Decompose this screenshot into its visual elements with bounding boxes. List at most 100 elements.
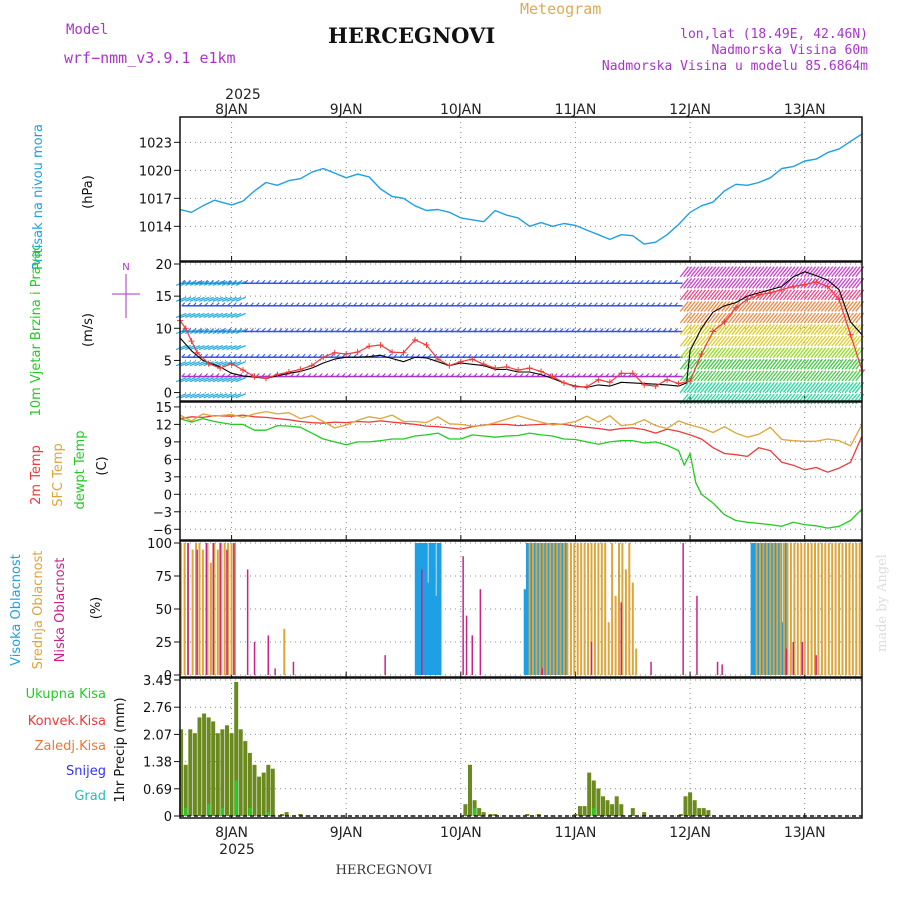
temperature-y-tick-label: −3 bbox=[153, 506, 172, 521]
wind-barb bbox=[175, 345, 187, 351]
wind-barb bbox=[810, 312, 820, 324]
wind-barb bbox=[710, 347, 720, 359]
wind-barb bbox=[686, 289, 696, 301]
wind-barb bbox=[559, 279, 564, 284]
wind-barb bbox=[690, 289, 700, 301]
wind-speed-marker bbox=[698, 351, 705, 357]
precip-axis-titles: 1hr Precip (mm) Ukupna Kisa Konvek.Kisa … bbox=[26, 687, 128, 804]
wind-barb bbox=[198, 345, 210, 351]
wind-barb bbox=[301, 353, 306, 358]
cloud-mid-bar bbox=[803, 543, 806, 675]
precip-convective-bar bbox=[207, 804, 211, 816]
wind-barb bbox=[496, 302, 501, 307]
wind-barb bbox=[416, 328, 421, 332]
cloud-low-bar bbox=[212, 543, 214, 675]
cloud-low-bar bbox=[465, 615, 468, 675]
pressure-y-tick-label: 1017 bbox=[139, 192, 172, 207]
wind-barb bbox=[779, 289, 789, 301]
wind-barb bbox=[324, 302, 329, 307]
wind-barb bbox=[834, 277, 844, 289]
cloud-mid-bar bbox=[827, 543, 830, 675]
precip-total-bar bbox=[220, 729, 225, 816]
wind-barb bbox=[848, 277, 858, 289]
wind-barb bbox=[769, 382, 779, 393]
wind-barb bbox=[180, 345, 191, 351]
wind-barb bbox=[762, 266, 772, 278]
wind-barb bbox=[530, 328, 535, 332]
wind-barb bbox=[639, 328, 644, 332]
wind-barb bbox=[359, 373, 363, 377]
wind-barb bbox=[662, 373, 667, 377]
cloud-mid-bar bbox=[776, 543, 779, 675]
wind-barb bbox=[588, 279, 592, 284]
wind-barb bbox=[217, 377, 228, 383]
cloud-low-bar bbox=[267, 635, 269, 675]
wind-barb bbox=[779, 301, 789, 312]
wind-barb bbox=[734, 277, 744, 289]
cloud-low-bar bbox=[196, 549, 198, 675]
wind-barb bbox=[530, 279, 535, 284]
wind-barb bbox=[782, 266, 793, 278]
cloud-low-bar bbox=[246, 569, 249, 675]
wind-barb bbox=[410, 328, 415, 332]
wind-barb bbox=[244, 279, 249, 284]
wind-axis-titles: 10m Vjetar Brzina i Pravac (m/s) N bbox=[29, 244, 140, 416]
model-elevation-label: Nadmorska Visina u modelu 85.6864m bbox=[602, 59, 868, 74]
wind-speed-marker bbox=[492, 365, 499, 372]
wind-barb bbox=[683, 289, 693, 301]
cloud-mid-bar bbox=[216, 549, 219, 675]
wind-barb bbox=[215, 373, 220, 377]
pressure-ylabel: Pritisak na nivou mora bbox=[31, 124, 46, 270]
wind-barb bbox=[588, 302, 592, 307]
wind-barb bbox=[810, 301, 820, 312]
wind-barb bbox=[221, 328, 233, 335]
cloud-mid-bar bbox=[600, 543, 603, 675]
wind-barb bbox=[703, 266, 713, 278]
wind-barb bbox=[779, 370, 789, 382]
wind-barb bbox=[776, 347, 786, 359]
wind-barb bbox=[565, 302, 570, 307]
cloud-mid-bar bbox=[618, 543, 620, 675]
precip-total-bar bbox=[630, 808, 635, 816]
wind-speed-marker bbox=[538, 368, 545, 375]
cloud-mid-bar bbox=[624, 569, 627, 675]
wind-barb bbox=[717, 289, 727, 301]
wind-barb bbox=[683, 382, 693, 393]
wind-speed-marker bbox=[583, 383, 590, 390]
wind-barb bbox=[185, 328, 196, 335]
wind-barb bbox=[267, 328, 272, 332]
cloud-low-bar bbox=[815, 655, 817, 675]
wind-barb bbox=[710, 358, 720, 370]
wind-barb bbox=[198, 296, 210, 302]
wind-barb bbox=[439, 328, 443, 332]
wind-barb bbox=[831, 370, 841, 382]
wind-speed-marker bbox=[297, 366, 304, 373]
wind-barb bbox=[203, 280, 214, 286]
cloud-mid-bar bbox=[762, 543, 765, 675]
wind-barb bbox=[779, 335, 789, 347]
wind-barb bbox=[831, 382, 841, 393]
precip-total-bar bbox=[587, 772, 592, 816]
wind-barb bbox=[765, 370, 775, 382]
wind-barb bbox=[370, 328, 375, 332]
wind-barb bbox=[703, 324, 713, 335]
wind-barb bbox=[622, 328, 627, 332]
wind-barb bbox=[748, 324, 758, 335]
wind-barb bbox=[834, 312, 844, 324]
wind-barb bbox=[674, 302, 678, 307]
precip-total-bar bbox=[211, 721, 216, 816]
wind-barb bbox=[683, 277, 693, 289]
wind-barb bbox=[772, 347, 782, 359]
wind-speed-marker bbox=[194, 349, 201, 356]
wind-barb bbox=[703, 370, 713, 382]
wind-barb bbox=[679, 266, 689, 278]
wind-barb bbox=[700, 347, 710, 359]
wind-barb bbox=[255, 353, 260, 358]
wind-barb bbox=[824, 358, 834, 370]
wind-barb bbox=[456, 302, 461, 307]
wind-barb bbox=[639, 373, 644, 377]
wind-barb bbox=[803, 370, 813, 382]
wind-barb bbox=[189, 377, 201, 383]
wind-barb bbox=[748, 347, 758, 359]
precip-total-bar bbox=[229, 733, 234, 816]
